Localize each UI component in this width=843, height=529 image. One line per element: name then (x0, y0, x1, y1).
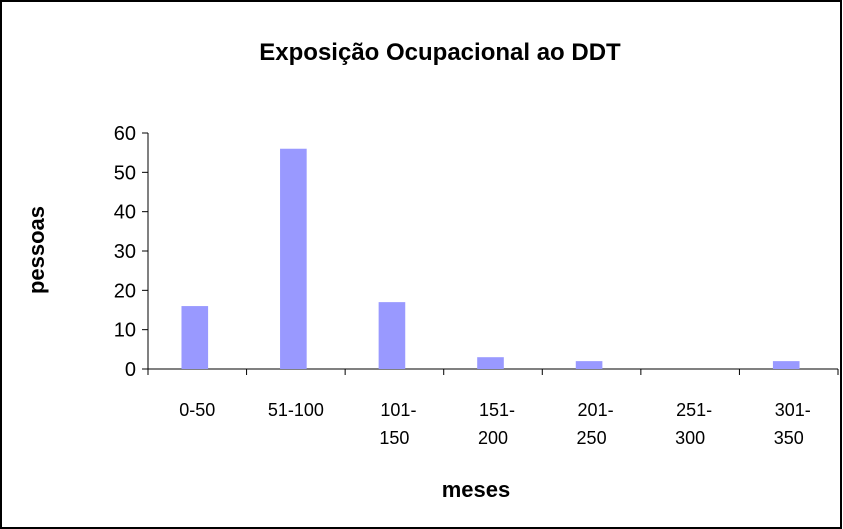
y-tick-label: 20 (114, 280, 136, 302)
bar (477, 357, 504, 369)
bar (378, 302, 406, 369)
x-tick-label: 0-50 (179, 400, 215, 420)
y-axis-label: pessoas (24, 206, 49, 294)
x-tick-label: 201-250 (577, 400, 614, 448)
y-tick-label: 30 (114, 241, 136, 263)
chart-title: Exposição Ocupacional ao DDT (259, 39, 621, 66)
y-tick-label: 40 (114, 202, 136, 224)
y-tick-label: 50 (114, 162, 136, 184)
bar (772, 361, 800, 369)
bar (280, 148, 307, 369)
bar (181, 306, 209, 369)
x-tick-label: 151-200 (478, 400, 515, 448)
y-tick-label: 10 (114, 320, 136, 342)
y-tick-label: 0 (125, 359, 136, 381)
x-tick-label: 51-100 (268, 400, 324, 420)
x-tick-label: 251-300 (675, 400, 712, 448)
y-tick-label: 60 (114, 123, 136, 145)
x-tick-label: 301-350 (774, 400, 811, 448)
x-axis-label: meses (442, 477, 511, 502)
bar (575, 361, 603, 369)
x-tick-label: 101-150 (379, 400, 416, 448)
